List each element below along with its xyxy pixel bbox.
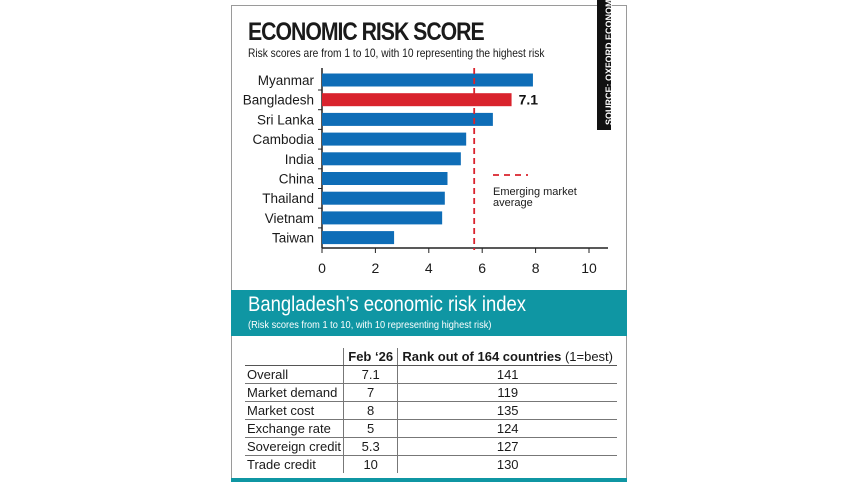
row-label: Trade credit (247, 457, 316, 472)
bar-bangladesh (322, 93, 512, 107)
table-row: Trade credit 10 130 (245, 455, 617, 473)
legend-label-line1: Emerging market (493, 186, 577, 198)
table-row: Exchange rate 5 124 (245, 419, 617, 438)
table-row: Market demand 7 119 (245, 383, 617, 402)
bar-myanmar (322, 73, 533, 87)
header-blank (245, 348, 344, 366)
x-tick-label: 10 (581, 260, 597, 276)
x-tick-label: 6 (478, 260, 486, 276)
category-label: India (285, 152, 315, 167)
bar-cambodia (322, 132, 467, 146)
rank-value: 141 (397, 365, 617, 384)
bottom-accent-bar (231, 478, 627, 482)
feb26-value: 7.1 (342, 365, 399, 384)
source-label-box: SOURCE: OXFORD ECONOMICS (597, 0, 614, 130)
category-label: Taiwan (272, 231, 314, 246)
index-subtitle: (Risk scores from 1 to 10, with 10 repre… (248, 319, 492, 331)
bar-india (322, 152, 461, 166)
chart-subtitle: Risk scores are from 1 to 10, with 10 re… (248, 46, 545, 60)
category-label: Myanmar (258, 73, 315, 88)
legend-label-line2: average (493, 197, 533, 209)
table-row: Sovereign credit 5.3 127 (245, 437, 617, 456)
rank-value: 124 (397, 419, 617, 438)
bar-vietnam (322, 211, 443, 225)
table-row: Overall 7.1 141 (245, 365, 617, 384)
feb26-value: 7 (342, 383, 399, 402)
category-label: China (279, 172, 315, 187)
rank-value: 130 (496, 457, 519, 472)
rank-value: 119 (397, 383, 617, 402)
x-tick-label: 0 (318, 260, 326, 276)
row-label: Market demand (245, 383, 344, 402)
risk-index-table: Feb ‘26 Rank out of 164 countries (1=bes… (245, 348, 617, 473)
row-label: Market cost (245, 401, 344, 420)
index-title: Bangladesh’s economic risk index (248, 293, 527, 316)
x-tick-label: 8 (532, 260, 540, 276)
bar-thailand (322, 191, 445, 205)
row-label: Exchange rate (245, 419, 344, 438)
header-rank-note: (1=best) (564, 349, 613, 364)
index-header: Bangladesh’s economic risk index (Risk s… (231, 290, 627, 336)
chart-title: ECONOMIC RISK SCORE (248, 18, 485, 46)
bar-chart: Myanmar Bangladesh 7.1 Sri Lanka Cambodia Ind… (243, 68, 608, 276)
feb26-value: 5.3 (342, 437, 399, 456)
x-tick-label: 4 (425, 260, 433, 276)
bar-sri-lanka (322, 112, 493, 126)
category-label: Sri Lanka (257, 112, 315, 127)
bar-china (322, 172, 448, 185)
category-label: Thailand (262, 191, 314, 206)
table-row: Market cost 8 135 (245, 401, 617, 420)
feb26-value: 8 (342, 401, 399, 420)
header-rank: Rank out of 164 countries (1=best) (397, 348, 617, 366)
highlight-value-label: 7.1 (519, 92, 539, 108)
feb26-value: 10 (342, 455, 399, 473)
category-label: Bangladesh (243, 93, 314, 108)
x-tick-label: 2 (372, 260, 380, 276)
header-rank-label: Rank out of 164 countries (402, 349, 562, 364)
bar-taiwan (322, 231, 395, 245)
rank-value: 127 (397, 437, 617, 456)
table-header-row: Feb ‘26 Rank out of 164 countries (1=bes… (245, 348, 617, 366)
category-label: Vietnam (265, 211, 314, 226)
row-label: Sovereign credit (245, 437, 344, 456)
rank-value: 135 (397, 401, 617, 420)
category-label: Cambodia (252, 132, 314, 147)
row-label: Overall (245, 365, 344, 384)
header-feb26: Feb ‘26 (342, 348, 399, 366)
feb26-value: 5 (342, 419, 399, 438)
